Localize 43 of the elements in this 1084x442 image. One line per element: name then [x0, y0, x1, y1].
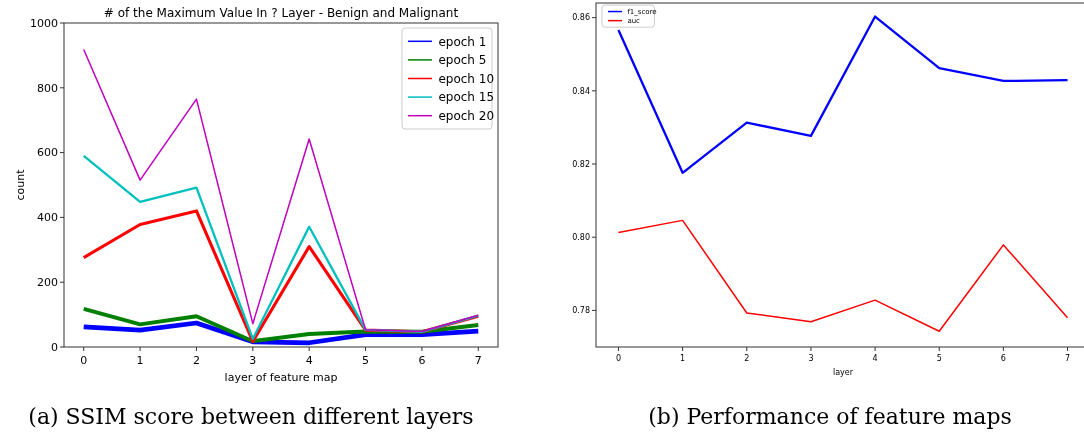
- legend-label: epoch 1: [438, 34, 487, 49]
- x-tick-label: 3: [808, 354, 814, 363]
- text: (b) Performance of feature maps: [648, 404, 1012, 429]
- x-tick-label: 1: [136, 354, 144, 367]
- x-tick-label: 1: [680, 354, 686, 363]
- y-tick-label: 0.86: [572, 13, 590, 23]
- x-tick-label: 3: [249, 354, 257, 367]
- legend-label: epoch 15: [438, 90, 495, 105]
- x-tick-label: 6: [1000, 354, 1006, 363]
- x-tick-label: 4: [305, 354, 313, 367]
- x-axis-title: layer: [832, 368, 854, 377]
- x-tick-label: 7: [1065, 354, 1071, 363]
- line-series: [81, 320, 481, 346]
- line-series: [82, 48, 480, 333]
- y-tick-label: 0: [51, 340, 58, 354]
- y-tick-label: 0.80: [572, 233, 590, 243]
- chart-title: # of the Maximum Value In ? Layer - Benign and Malignant: [103, 6, 459, 20]
- y-tick-label: 200: [37, 276, 58, 290]
- x-tick-label: 2: [192, 354, 200, 367]
- y-axis-title: count: [14, 168, 27, 201]
- y-tick-label: 600: [37, 146, 58, 160]
- y-tick-label: 0.84: [572, 86, 590, 96]
- y-tick-label: 800: [37, 81, 58, 95]
- x-tick-label: 5: [362, 354, 370, 367]
- line-series: [617, 15, 1069, 174]
- legend-label: epoch 10: [438, 71, 495, 86]
- x-tick-label: 2: [744, 354, 750, 363]
- x-tick-label: 5: [936, 354, 942, 363]
- x-tick-label: 0: [80, 354, 88, 367]
- line-series: [82, 154, 480, 341]
- x-tick-label: 4: [872, 354, 878, 363]
- x-axis-title: layer of feature map: [224, 371, 338, 384]
- x-tick-label: 7: [474, 354, 482, 367]
- y-tick-label: 0.78: [572, 306, 590, 316]
- y-tick-label: 0.82: [572, 159, 590, 169]
- y-tick-label: 1000: [30, 16, 58, 30]
- text: (a) SSIM score between different layers: [28, 404, 474, 429]
- y-tick-label: 400: [37, 211, 58, 225]
- x-tick-label: 6: [418, 354, 426, 367]
- line-series: [617, 219, 1069, 333]
- legend-label: epoch 5: [438, 53, 487, 68]
- legend-label: epoch 20: [438, 108, 495, 123]
- x-tick-label: 0: [615, 354, 621, 363]
